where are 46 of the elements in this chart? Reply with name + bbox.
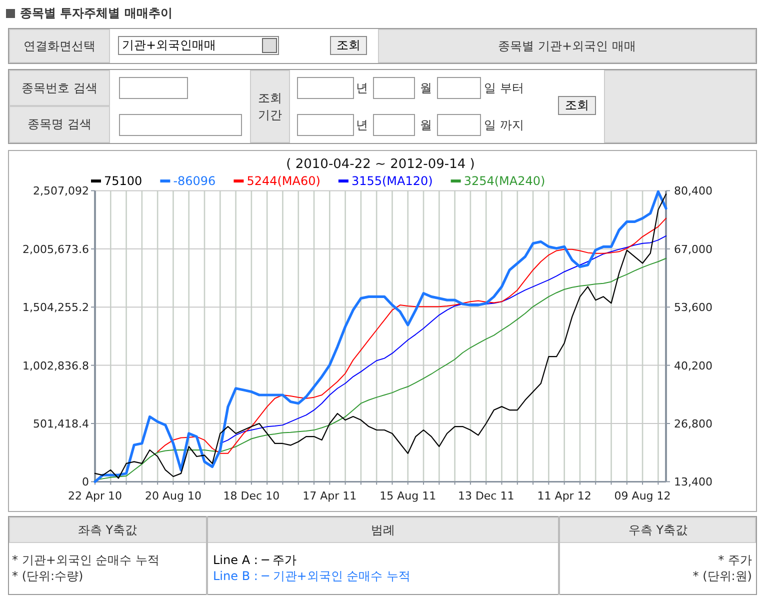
x-tick-label: 20 Aug 10 [144,490,202,503]
text: 월 [420,116,433,134]
text: 범례 [370,522,396,538]
y2-tick-label: 40,200 [674,359,712,372]
legend-label: -86096 [173,174,216,188]
text: * 주가 [717,552,752,568]
text: 조회 기간 [257,90,283,124]
y2-tick-label: 80,400 [674,184,712,198]
text: 일 까지 [484,116,525,134]
text: 좌측 Y축값 [76,522,138,538]
y-tick-label: 1,504,255.2 [22,301,89,314]
y2-tick-label: 53,600 [674,301,712,314]
x-tick-label: 13 Dec 11 [458,490,514,503]
legend-label: 5244(MA60) [246,174,320,188]
x-tick-label: 22 Apr 10 [68,490,122,503]
line-series [220,235,666,444]
text: * 기관+외국인 순매수 누적 [12,552,160,568]
text: Line B : ─ 기관+외국인 순매수 누적 [213,568,412,584]
y2-tick-label: 13,400 [674,476,712,489]
text: 일 부터 [484,80,525,96]
y-tick-label: 1,002,836.8 [22,359,89,372]
y-tick-label: 2,507,092 [33,184,89,198]
text: 월 [420,80,433,96]
line-series [157,218,666,454]
x-tick-label: 09 Aug 12 [614,490,671,503]
text: 기관+외국인매매 [122,37,218,54]
text: 년 [356,116,369,134]
x-tick-label: 18 Dec 10 [223,490,280,503]
y-tick-label: 0 [82,476,89,489]
text: Line A : ─ 주가 [213,552,298,568]
chart-subtitle: ( 2010-04-22 ~ 2012-09-14 ) [286,157,475,172]
y2-tick-label: 67,000 [674,242,712,256]
y2-tick-label: 26,800 [674,418,712,430]
x-tick-label: 17 Apr 11 [302,490,357,503]
chart-title: 종목별 투자주체별 매매추이 [20,4,174,22]
text: 75100 [104,174,142,188]
x-tick-label: 11 Apr 12 [537,490,592,503]
text: * (단위:원) [692,568,752,584]
text: 년 [356,80,369,96]
y-tick-label: 2,005,673.6 [22,242,89,256]
text: 우측 Y축값 [627,522,689,538]
legend-label: 3155(MA120) [351,174,433,188]
x-tick-label: 15 Aug 11 [380,490,436,503]
text: * (단위:수량) [12,568,84,584]
legend-label: 3254(MA240) [464,174,546,188]
y-tick-label: 501,418.4 [33,418,89,430]
